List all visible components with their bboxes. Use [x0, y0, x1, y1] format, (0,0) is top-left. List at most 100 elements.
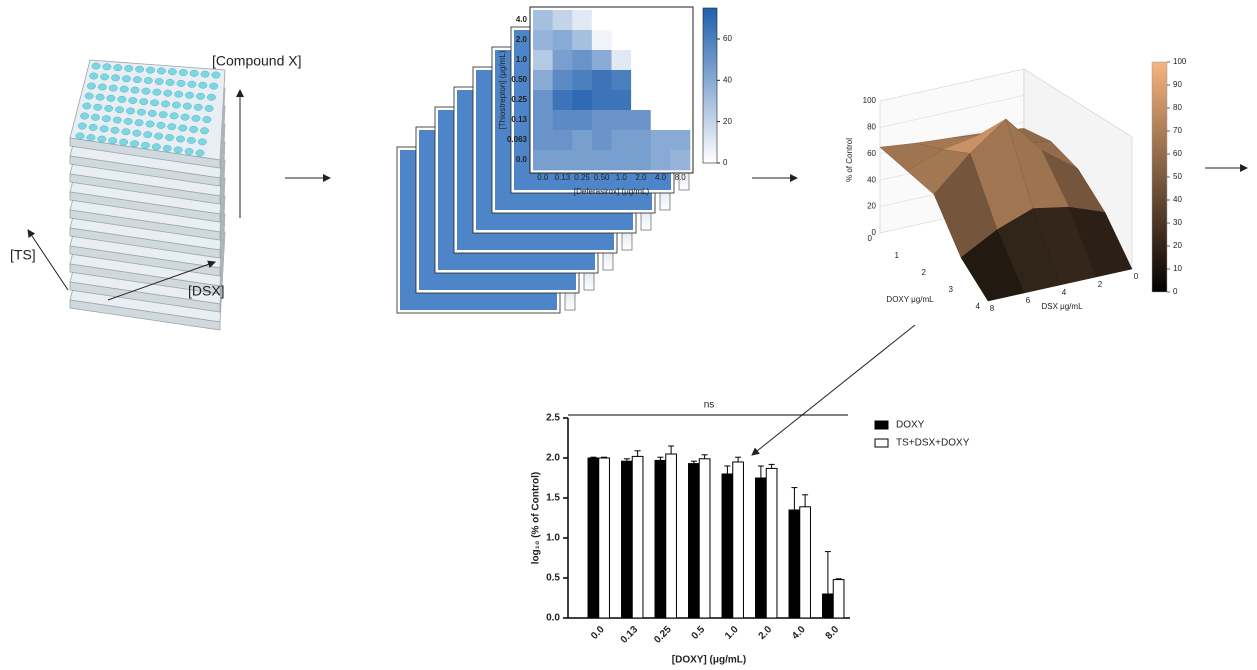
y-tick-label: 0.0	[546, 613, 560, 624]
heat-cell	[553, 30, 573, 50]
z-tick-label: 60	[867, 149, 876, 158]
z-tick-label: 100	[863, 96, 877, 105]
legend-label: DOXY	[896, 420, 925, 431]
colorbar-tick-label: 20	[723, 117, 732, 126]
well	[137, 109, 145, 115]
y-tick-label: 0.13	[511, 115, 527, 124]
heat-cell	[533, 30, 553, 50]
colorbar-tick-label: 90	[1173, 80, 1182, 89]
heat-cell	[572, 130, 592, 150]
heat-cell	[631, 130, 651, 150]
well	[174, 147, 182, 153]
bar	[766, 468, 777, 618]
heat-cell	[670, 30, 690, 50]
well	[161, 101, 169, 107]
heat-cell	[572, 50, 592, 70]
well	[168, 69, 176, 75]
well	[198, 139, 206, 145]
well	[155, 78, 163, 84]
heat-cell	[572, 30, 592, 50]
x-tick-label: 0	[868, 234, 873, 243]
well	[133, 76, 141, 82]
dsx-label: [DSX]	[188, 283, 225, 299]
heat-cell	[592, 110, 612, 130]
colorbar-tick-label: 60	[1173, 149, 1182, 158]
well	[94, 104, 102, 110]
well	[183, 103, 191, 109]
y-tick-label: 0.0	[516, 155, 528, 164]
well	[139, 98, 147, 104]
well	[126, 108, 134, 114]
well	[100, 74, 108, 80]
colorbar-tick-label: 40	[1173, 195, 1182, 204]
well	[190, 70, 198, 76]
colorbar	[1152, 62, 1167, 292]
y-tick-label: 2.0	[546, 453, 560, 464]
well	[201, 71, 209, 77]
heat-cell	[631, 150, 651, 170]
x-axis-label: [Deferasirox] (μg/mL)	[574, 187, 650, 196]
heat-cell	[592, 30, 612, 50]
bar	[756, 478, 767, 618]
heat-cell	[572, 90, 592, 110]
heat-cell	[612, 50, 632, 70]
heat-cell	[670, 150, 690, 170]
well	[185, 92, 193, 98]
x-tick-label: 0.13	[619, 624, 641, 646]
bar	[689, 464, 700, 618]
well	[157, 68, 165, 74]
well	[192, 115, 200, 121]
y-tick-label: 0.063	[507, 135, 528, 144]
well	[111, 75, 119, 81]
well	[185, 148, 193, 154]
y-tick-label: 1.0	[516, 55, 528, 64]
heat-cell	[651, 130, 671, 150]
annotation: ns	[704, 400, 715, 411]
heat-cell	[572, 150, 592, 170]
well	[164, 90, 172, 96]
heat-cell	[533, 110, 553, 130]
well	[89, 124, 97, 130]
bar	[666, 454, 677, 618]
well	[114, 64, 122, 70]
x-tick-label: 4.0	[790, 624, 808, 642]
well	[142, 88, 150, 94]
well	[141, 142, 149, 148]
colorbar-tick-label: 0	[1173, 287, 1178, 296]
well	[135, 66, 143, 72]
z-axis-label: % of Control	[845, 138, 854, 182]
well	[96, 94, 104, 100]
x-tick-label: 1	[895, 251, 900, 260]
heat-cell	[670, 70, 690, 90]
well	[90, 73, 98, 79]
well	[113, 117, 121, 123]
heat-cell	[651, 30, 671, 50]
heat-cell	[670, 110, 690, 130]
well	[85, 93, 93, 99]
well	[196, 93, 204, 99]
heat-cell	[670, 130, 690, 150]
heat-cell	[651, 50, 671, 70]
z-tick-label: 40	[867, 175, 876, 184]
y-axis-label: log₁₀ (% of Control)	[531, 472, 542, 565]
well	[102, 115, 110, 121]
x-tick-label: 1.0	[723, 624, 741, 642]
well	[189, 126, 197, 132]
well	[194, 104, 202, 110]
bar-chart: 0.00.51.01.52.02.50.00.130.250.51.02.04.…	[531, 400, 970, 666]
well	[135, 119, 143, 125]
heat-cell	[553, 130, 573, 150]
well	[199, 82, 207, 88]
heat-cell	[631, 90, 651, 110]
heat-cell	[612, 30, 632, 50]
well	[168, 124, 176, 130]
well	[122, 76, 130, 82]
well	[177, 80, 185, 86]
y-tick-label: 0.50	[511, 75, 527, 84]
well	[124, 118, 132, 124]
heat-cell	[612, 130, 632, 150]
well	[129, 97, 137, 103]
y-tick-label: 8	[990, 304, 995, 313]
well	[133, 130, 141, 136]
well	[187, 137, 195, 143]
